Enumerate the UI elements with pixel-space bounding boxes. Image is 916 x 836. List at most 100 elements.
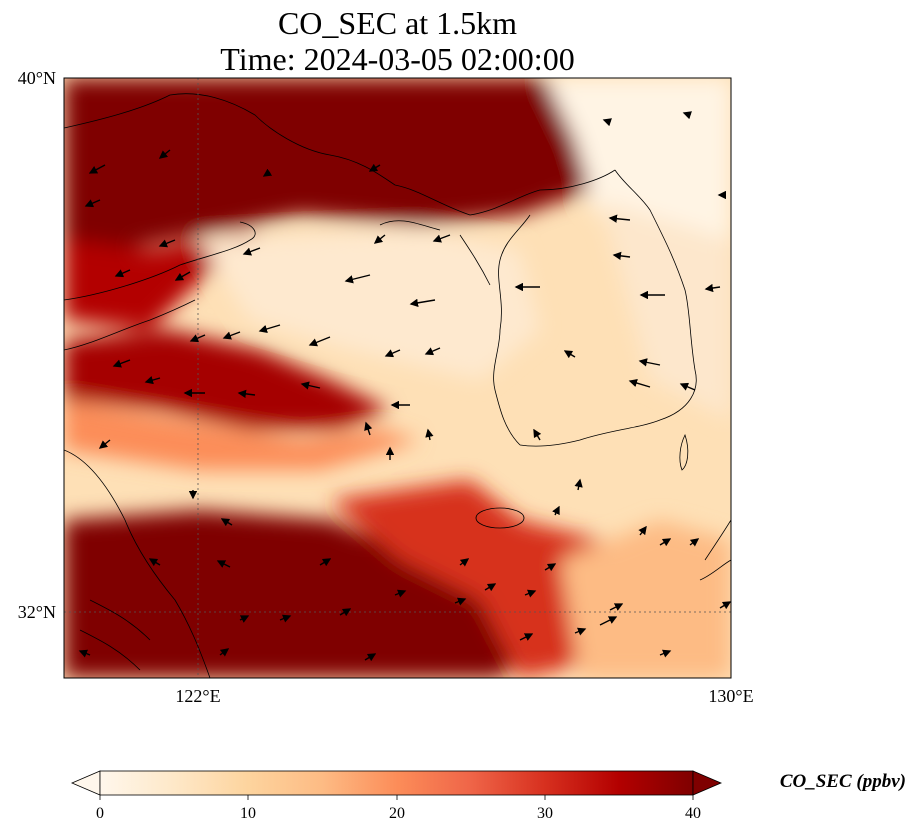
lon-label-122: 122°E <box>175 686 220 706</box>
wind-arrow <box>344 274 371 284</box>
wind-arrow <box>719 601 731 610</box>
wind-arrow <box>563 350 576 359</box>
wind-arrow <box>78 649 91 658</box>
field-southeast <box>560 520 731 678</box>
colorbar-tick-40: 40 <box>685 805 701 822</box>
wind-arrow <box>239 615 250 623</box>
plot-title: CO_SEC at 1.5km <box>277 5 518 41</box>
colorbar-tick-30: 30 <box>537 805 553 822</box>
field-south-plume <box>64 510 560 678</box>
colorbar-tick-10: 10 <box>240 805 256 822</box>
wind-arrow <box>373 234 386 244</box>
colorbar-tick-0: 0 <box>96 805 104 822</box>
coastline-north <box>64 93 616 216</box>
wind-arrow <box>682 111 692 120</box>
lon-label-130: 130°E <box>708 686 753 706</box>
wind-arrow <box>158 239 176 248</box>
wind-arrow <box>608 214 631 223</box>
colorbar-ticks <box>99 795 694 800</box>
wind-arrow <box>533 428 542 441</box>
wind-arrow <box>459 558 470 567</box>
wind-arrow <box>114 269 131 278</box>
wind-arrow <box>432 234 451 243</box>
wind-arrow <box>144 376 161 385</box>
coastlines <box>64 93 731 678</box>
wind-arrow <box>574 478 583 491</box>
coastline-kyushu <box>699 519 731 581</box>
wind-arrow <box>339 608 352 617</box>
wind-arrow <box>216 560 231 568</box>
wind-arrow <box>300 381 321 390</box>
wind-arrow <box>88 164 106 174</box>
colorbar-tick-20: 20 <box>389 805 405 822</box>
wind-arrow <box>219 648 230 657</box>
field-north-plume <box>64 78 590 250</box>
coastline-tsushima <box>679 433 689 471</box>
field-yellow-sea-pale <box>200 230 540 380</box>
wind-arrow <box>484 583 497 592</box>
field-east-mid <box>600 200 731 420</box>
wind-vectors <box>78 111 731 662</box>
wind-arrow <box>612 251 631 261</box>
wind-arrow <box>638 525 647 536</box>
wind-arrow <box>319 558 332 567</box>
coastline-yangtze <box>79 599 151 671</box>
wind-arrow <box>552 505 560 516</box>
colorbar-extend-low <box>70 770 101 796</box>
wind-arrow <box>279 614 292 623</box>
wind-arrow <box>148 558 161 567</box>
map-frame <box>63 77 732 679</box>
wind-arrow <box>519 633 534 641</box>
coastline-shandong <box>64 221 256 301</box>
wind-arrow <box>659 649 672 658</box>
wind-arrow <box>424 347 441 356</box>
plot-subtitle: Time: 2024-03-05 02:00:00 <box>220 41 575 77</box>
wind-arrow <box>659 538 672 547</box>
colorbar-label: CO_SEC (ppbv) <box>780 771 906 792</box>
wind-arrow <box>425 428 434 441</box>
coastline-jiangsu-north <box>64 299 196 351</box>
wind-arrow <box>454 597 467 606</box>
wind-arrow <box>544 563 557 572</box>
wind-arrow <box>574 627 587 636</box>
coastline-jeju <box>475 507 525 529</box>
wind-arrow <box>98 439 111 449</box>
wind-arrow <box>174 271 191 281</box>
wind-arrow <box>189 334 206 343</box>
wind-arrow <box>364 653 377 662</box>
wind-arrow <box>308 336 331 347</box>
wind-arrow <box>384 349 401 358</box>
wind-arrow <box>242 247 261 256</box>
coastline-korea-west <box>493 214 531 446</box>
wind-arrow <box>368 163 381 172</box>
wind-arrow <box>599 616 618 626</box>
wind-arrow <box>394 589 407 598</box>
gridlines <box>64 78 731 678</box>
wind-arrow <box>609 603 624 611</box>
lat-label-32: 32°N <box>18 602 56 622</box>
wind-arrow <box>237 389 256 399</box>
colorbar: 0 10 20 30 40 CO_SEC (ppbv) <box>70 770 906 822</box>
coastline-china-east <box>64 449 211 678</box>
wind-arrow <box>158 149 171 159</box>
wind-arrow <box>258 324 281 334</box>
wind-arrow <box>689 538 700 547</box>
field-central-band <box>64 330 390 430</box>
colorbar-body <box>99 770 694 796</box>
wind-arrow <box>112 359 131 368</box>
wind-arrow <box>364 421 373 436</box>
lat-label-40: 40°N <box>18 68 56 88</box>
coastline-korea-east <box>519 169 697 447</box>
wind-arrow <box>638 358 661 367</box>
wind-arrow <box>602 118 612 127</box>
wind-arrow <box>409 298 436 307</box>
colorbar-extend-high <box>692 770 723 796</box>
wind-arrow <box>220 518 233 527</box>
field-central-fringe <box>64 400 420 470</box>
wind-arrow <box>222 331 241 340</box>
wind-arrow <box>704 283 721 293</box>
field-south-mid <box>330 480 640 678</box>
concentration-field <box>64 78 731 678</box>
coastline-islands <box>379 220 491 286</box>
